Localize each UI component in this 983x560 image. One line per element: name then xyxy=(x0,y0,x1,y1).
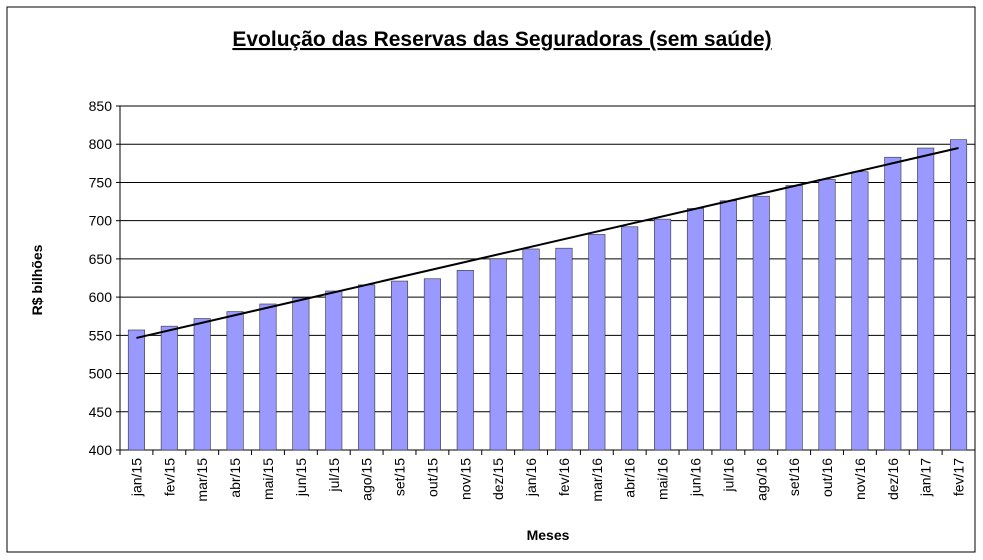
x-tick-label: nov/16 xyxy=(852,458,868,500)
x-tick-label: mar/15 xyxy=(194,458,210,502)
bar xyxy=(851,171,869,451)
bar xyxy=(785,185,803,451)
y-axis-title: R$ bilhões xyxy=(29,244,45,315)
x-tick-label: nov/15 xyxy=(457,458,473,500)
y-tick-label: 700 xyxy=(89,213,113,229)
y-tick-label: 500 xyxy=(89,366,113,382)
bar xyxy=(193,318,211,451)
x-tick-label: fev/16 xyxy=(556,458,572,496)
x-tick-label: set/15 xyxy=(392,458,408,496)
x-tick-label: fev/15 xyxy=(161,458,177,496)
bar xyxy=(621,226,639,451)
x-tick-label: mar/16 xyxy=(589,458,605,502)
bar xyxy=(160,325,178,451)
bar xyxy=(588,234,606,451)
x-tick-label: jan/15 xyxy=(128,458,144,497)
x-tick-label: ago/15 xyxy=(359,458,375,501)
x-tick-label: ago/16 xyxy=(753,458,769,501)
x-tick-label: out/16 xyxy=(819,458,835,497)
y-tick-label: 450 xyxy=(89,404,113,420)
y-tick-label: 750 xyxy=(89,174,113,190)
x-tick-label: mai/15 xyxy=(260,458,276,500)
x-tick-label: fev/17 xyxy=(951,458,967,496)
bar xyxy=(489,258,507,451)
bar xyxy=(456,270,474,451)
bar xyxy=(917,147,935,451)
x-tick-label: jan/17 xyxy=(918,458,934,497)
bar xyxy=(127,329,145,451)
trend-line xyxy=(136,147,959,339)
x-tick-label: dez/16 xyxy=(885,458,901,500)
x-tick-label: abr/15 xyxy=(227,458,243,498)
x-tick-label: dez/15 xyxy=(490,458,506,500)
bar xyxy=(950,139,968,451)
bar xyxy=(818,179,836,451)
y-tick-label: 400 xyxy=(89,442,113,458)
bar xyxy=(686,208,705,451)
y-tick-label: 600 xyxy=(89,289,113,305)
bar xyxy=(884,156,902,451)
y-tick-label: 850 xyxy=(89,98,113,114)
y-tick-label: 650 xyxy=(89,251,113,267)
x-tick-label: jun/15 xyxy=(293,458,309,497)
bar xyxy=(522,248,540,451)
x-axis-title: Meses xyxy=(527,527,570,543)
bar xyxy=(423,278,441,451)
x-tick-label: jul/15 xyxy=(326,458,342,493)
bar xyxy=(358,284,376,451)
bar xyxy=(555,247,573,451)
chart-title: Evolução das Reservas das Seguradoras (s… xyxy=(232,28,771,51)
bar xyxy=(292,297,310,451)
x-tick-label: jan/16 xyxy=(523,458,539,497)
x-tick-label: jun/16 xyxy=(687,458,703,497)
y-tick-label: 550 xyxy=(89,327,113,343)
bar xyxy=(226,311,244,451)
bar xyxy=(654,218,672,451)
y-tick-label: 800 xyxy=(89,136,113,152)
bar xyxy=(719,200,737,451)
x-tick-label: set/16 xyxy=(786,458,802,496)
x-tick-label: out/15 xyxy=(424,458,440,497)
bar xyxy=(752,195,770,451)
bar xyxy=(325,290,343,451)
bar xyxy=(259,303,277,451)
x-tick-label: jul/16 xyxy=(720,458,736,493)
x-tick-label: abr/16 xyxy=(622,458,638,498)
bar xyxy=(390,280,409,451)
x-tick-label: mai/16 xyxy=(655,458,671,500)
